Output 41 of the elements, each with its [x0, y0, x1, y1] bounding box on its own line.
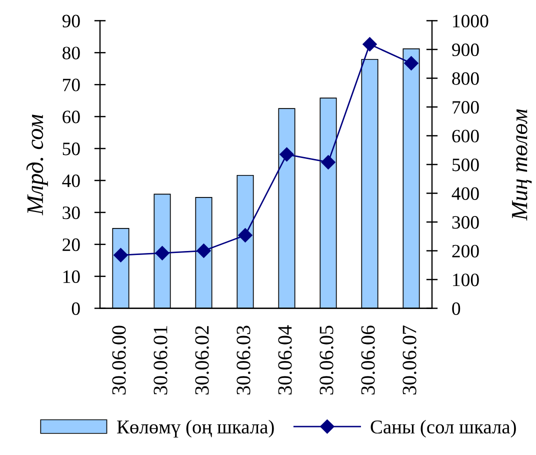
x-tick-label: 30.06.03 [236, 326, 250, 394]
y-tick-label: 70 [63, 78, 80, 92]
point [280, 147, 294, 162]
y-tick-label: 90 [62, 14, 80, 28]
y2-tick-label: 300 [452, 216, 479, 229]
y2-tick-label: 200 [452, 244, 479, 258]
y-tick-label: 0 [72, 302, 80, 315]
point [155, 246, 170, 260]
y2-tick-label: 100 [453, 274, 479, 286]
y2-tick-label: 600 [452, 130, 479, 142]
y-tick-label: 80 [62, 46, 80, 60]
y2-tick-label: 800 [452, 72, 479, 85]
y-tick-label: 10 [63, 270, 80, 284]
point [321, 155, 336, 170]
y2-axis-title: Миң төлөм [512, 109, 532, 221]
y2-tick-label: 500 [452, 158, 479, 172]
x-tick-label: 30.06.06 [361, 326, 375, 394]
x-tick-label: 30.06.01 [154, 326, 168, 394]
point [362, 37, 377, 52]
legend-label: Саны (сол шкала) [370, 420, 516, 438]
y-tick-label: 20 [62, 238, 80, 252]
y-tick-label: 40 [62, 174, 80, 188]
y-tick-label: 30 [62, 206, 80, 220]
y-tick-label: 50 [62, 142, 80, 156]
point [196, 244, 211, 258]
x-tick-label: 30.06.05 [320, 326, 334, 394]
y2-tick-label: 700 [452, 101, 479, 114]
y2-tick-label: 0 [452, 302, 460, 315]
y-tick-label: 60 [62, 110, 80, 124]
legend-label: Көлөмү (оң шкала) [117, 420, 274, 438]
x-tick-label: 30.06.02 [195, 326, 209, 394]
y-axis-title: Млрд. сом [26, 114, 48, 216]
x-tick-label: 30.06.00 [112, 326, 126, 394]
x-tick-label: 30.06.07 [402, 326, 416, 394]
x-tick-label: 30.06.04 [278, 325, 292, 394]
y2-tick-label: 400 [452, 187, 479, 200]
point [404, 56, 418, 70]
y2-tick-label: 900 [452, 43, 479, 56]
point [114, 248, 128, 262]
y2-tick-label: 1000 [453, 14, 488, 28]
point [238, 228, 252, 242]
